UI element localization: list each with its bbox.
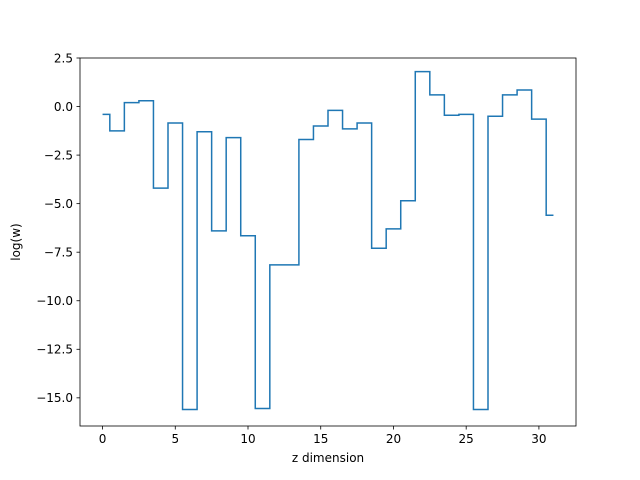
y-tick-label: −7.5 <box>44 245 73 259</box>
tick-layer: 0 5 10 15 20 25 30 2.5 0.0 −2.5 −5.0 −7.5 −10.0 −12.5… <box>36 51 546 446</box>
series-layer <box>102 70 554 411</box>
x-tick-label: 15 <box>313 432 328 446</box>
x-tick-label: 10 <box>240 432 255 446</box>
x-axis-label: z dimension <box>292 451 364 465</box>
x-tick-label: 5 <box>171 432 179 446</box>
x-tick-label: 0 <box>99 432 107 446</box>
y-tick-label: −5.0 <box>44 197 73 211</box>
y-tick-label: −2.5 <box>44 148 73 162</box>
x-tick-label: 30 <box>531 432 546 446</box>
y-tick-label: −12.5 <box>36 343 73 357</box>
x-tick-label: 20 <box>386 432 401 446</box>
y-tick-label: −10.0 <box>36 294 73 308</box>
y-axis-label: log(w) <box>9 223 23 260</box>
y-tick-label: −15.0 <box>36 391 73 405</box>
series-line <box>102 70 554 411</box>
y-tick-label: 2.5 <box>54 51 73 65</box>
plot-frame <box>79 57 577 427</box>
y-tick-label: 0.0 <box>54 100 73 114</box>
x-tick-label: 25 <box>459 432 474 446</box>
